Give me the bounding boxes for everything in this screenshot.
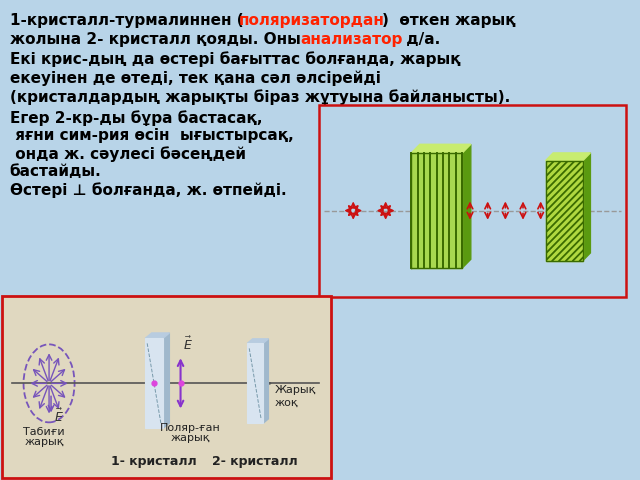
Text: екеуінен де өтеді, тек қана сәл әлсірейді: екеуінен де өтеді, тек қана сәл әлсірейд… — [10, 70, 381, 85]
Text: 1-кристалл-турмалиннен (: 1-кристалл-турмалиннен ( — [10, 13, 243, 28]
Bar — [247, 343, 263, 423]
Bar — [545, 161, 583, 261]
Text: )  өткен жарық: ) өткен жарық — [382, 13, 516, 28]
Text: $\vec{E}$: $\vec{E}$ — [184, 336, 193, 353]
Polygon shape — [163, 333, 170, 428]
Bar — [145, 338, 163, 428]
Text: Табиғи: Табиғи — [23, 427, 65, 437]
Text: анализатор: анализатор — [300, 32, 403, 47]
Text: 1- кристалл: 1- кристалл — [111, 455, 197, 468]
Polygon shape — [545, 153, 591, 161]
Text: Жарық: Жарық — [275, 385, 316, 396]
Bar — [411, 153, 462, 268]
Text: $\vec{E}$: $\vec{E}$ — [54, 408, 64, 425]
Text: поляризатордан: поляризатордан — [239, 13, 385, 28]
Text: бастайды.: бастайды. — [10, 164, 102, 179]
Text: Өстері ⊥ болғанда, ж. өтпейді.: Өстері ⊥ болғанда, ж. өтпейді. — [10, 182, 287, 198]
Text: жарық: жарық — [24, 437, 64, 447]
Text: жоқ: жоқ — [275, 397, 298, 408]
Polygon shape — [411, 144, 471, 153]
Polygon shape — [462, 144, 471, 268]
Bar — [545, 161, 583, 261]
Text: д/а.: д/а. — [401, 32, 440, 47]
Text: (кристалдардың жарықты біраз жұтуына байланысты).: (кристалдардың жарықты біраз жұтуына бай… — [10, 89, 510, 105]
Text: жолына 2- кристалл қояды. Оны: жолына 2- кристалл қояды. Оны — [10, 32, 306, 47]
Text: онда ж. сәулесі бәсеңдей: онда ж. сәулесі бәсеңдей — [10, 146, 246, 162]
Text: Поляр-ған: Поляр-ған — [160, 423, 221, 433]
Text: 2- кристалл: 2- кристалл — [212, 455, 298, 468]
Polygon shape — [583, 153, 591, 261]
Bar — [2, 296, 331, 478]
Polygon shape — [145, 333, 170, 338]
Text: яғни сим-рия өсін  ығыстырсақ,: яғни сим-рия өсін ығыстырсақ, — [10, 128, 294, 143]
Polygon shape — [263, 339, 268, 423]
Text: Екі крис-дың да өстері бағыттас болғанда, жарық: Екі крис-дың да өстері бағыттас болғанда… — [10, 51, 460, 67]
Bar — [319, 105, 626, 297]
Text: жарық: жарық — [171, 433, 210, 444]
Text: Егер 2-кр-ды бұра бастасақ,: Егер 2-кр-ды бұра бастасақ, — [10, 110, 262, 126]
Polygon shape — [247, 339, 268, 343]
